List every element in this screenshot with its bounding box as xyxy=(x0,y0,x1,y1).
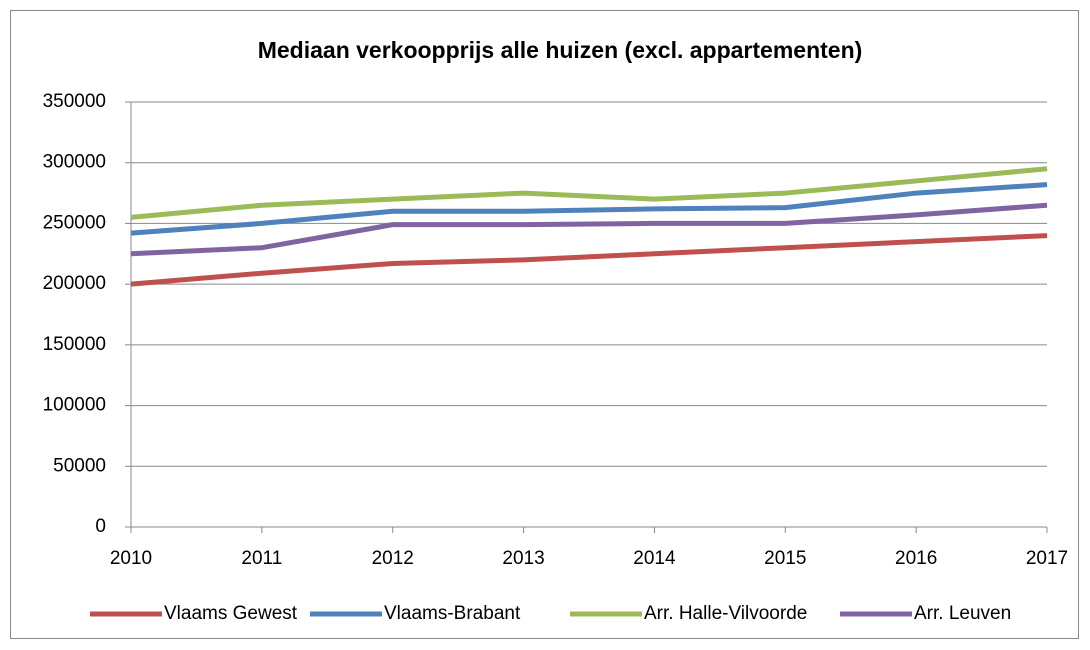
chart-border xyxy=(10,10,1079,639)
series-line xyxy=(130,202,1048,257)
x-tick-label: 2011 xyxy=(241,548,282,569)
series-line xyxy=(130,182,1048,236)
legend-label: Vlaams-Brabant xyxy=(384,603,521,624)
legend-label: Vlaams Gewest xyxy=(164,603,298,624)
x-tick-label: 2017 xyxy=(1026,548,1068,569)
x-tick-label: 2016 xyxy=(895,548,937,569)
y-tick-label: 0 xyxy=(95,516,106,537)
y-tick-label: 100000 xyxy=(43,395,106,416)
x-tick-label: 2013 xyxy=(502,548,544,569)
x-tick-label: 2012 xyxy=(372,548,414,569)
chart-title: Mediaan verkoopprijs alle huizen (excl. … xyxy=(258,37,863,63)
x-tick-label: 2015 xyxy=(764,548,806,569)
series-line xyxy=(130,233,1048,287)
y-tick-label: 150000 xyxy=(43,334,106,355)
x-tick-label: 2010 xyxy=(110,548,152,569)
y-tick-label: 50000 xyxy=(53,455,106,476)
y-tick-label: 200000 xyxy=(43,273,106,294)
y-tick-label: 300000 xyxy=(43,152,106,173)
legend-label: Arr. Leuven xyxy=(914,603,1011,624)
y-tick-label: 350000 xyxy=(43,91,106,112)
series-line xyxy=(130,166,1048,220)
legend-label: Arr. Halle-Vilvoorde xyxy=(644,603,807,624)
x-tick-label: 2014 xyxy=(633,548,676,569)
y-tick-label: 250000 xyxy=(43,212,106,233)
